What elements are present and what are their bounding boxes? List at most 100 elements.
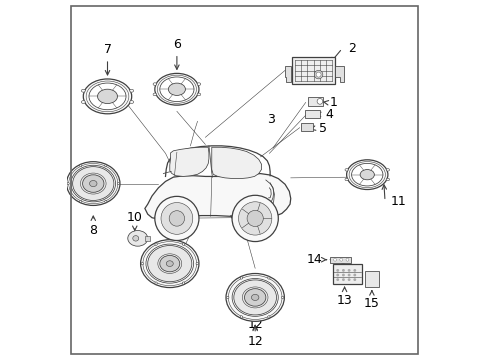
Text: 9: 9 <box>142 257 150 270</box>
Ellipse shape <box>361 174 372 178</box>
Ellipse shape <box>170 89 183 93</box>
Text: 6: 6 <box>173 38 181 51</box>
Ellipse shape <box>87 190 100 193</box>
FancyBboxPatch shape <box>301 123 312 131</box>
Circle shape <box>347 274 350 276</box>
Circle shape <box>155 282 157 284</box>
Ellipse shape <box>133 235 139 241</box>
Circle shape <box>196 262 198 265</box>
Circle shape <box>353 278 355 281</box>
Text: 12: 12 <box>247 336 263 348</box>
Ellipse shape <box>97 89 117 104</box>
Circle shape <box>161 203 192 234</box>
Ellipse shape <box>251 294 258 301</box>
Circle shape <box>353 274 355 276</box>
Ellipse shape <box>168 83 185 95</box>
Ellipse shape <box>153 83 156 85</box>
Ellipse shape <box>160 256 180 272</box>
Circle shape <box>341 274 344 276</box>
Circle shape <box>104 200 107 202</box>
FancyBboxPatch shape <box>329 257 350 263</box>
FancyBboxPatch shape <box>305 110 319 118</box>
Circle shape <box>333 258 336 261</box>
Ellipse shape <box>147 246 191 282</box>
Ellipse shape <box>83 186 102 192</box>
Circle shape <box>347 269 350 272</box>
Ellipse shape <box>346 160 387 189</box>
Ellipse shape <box>82 175 104 192</box>
Ellipse shape <box>245 300 264 305</box>
Circle shape <box>336 269 339 272</box>
Ellipse shape <box>73 167 114 201</box>
Ellipse shape <box>160 77 194 102</box>
Text: 14: 14 <box>305 253 322 266</box>
Text: 7: 7 <box>103 43 111 56</box>
Ellipse shape <box>129 100 133 103</box>
Circle shape <box>267 277 269 279</box>
Text: 13: 13 <box>336 294 352 307</box>
Ellipse shape <box>166 261 173 266</box>
Ellipse shape <box>129 89 133 92</box>
Circle shape <box>281 296 283 298</box>
Circle shape <box>240 316 242 318</box>
Circle shape <box>232 195 278 242</box>
Ellipse shape <box>89 180 97 186</box>
Ellipse shape <box>345 168 347 171</box>
Circle shape <box>141 262 143 265</box>
Text: 11: 11 <box>389 195 406 208</box>
Circle shape <box>226 296 228 298</box>
Circle shape <box>238 202 271 235</box>
Ellipse shape <box>145 244 193 283</box>
Text: 2: 2 <box>347 42 355 55</box>
Circle shape <box>182 282 184 284</box>
Polygon shape <box>211 147 261 179</box>
Ellipse shape <box>225 274 284 321</box>
Ellipse shape <box>163 270 175 273</box>
Circle shape <box>80 165 81 167</box>
Circle shape <box>341 278 344 281</box>
Ellipse shape <box>83 79 131 114</box>
Circle shape <box>315 72 321 77</box>
Ellipse shape <box>345 178 347 181</box>
Circle shape <box>80 200 81 202</box>
Ellipse shape <box>386 168 389 171</box>
Polygon shape <box>169 147 208 176</box>
Ellipse shape <box>351 163 382 186</box>
Text: 5: 5 <box>318 122 326 135</box>
FancyBboxPatch shape <box>332 264 361 284</box>
Ellipse shape <box>89 83 126 110</box>
Circle shape <box>155 196 199 240</box>
Circle shape <box>336 274 339 276</box>
Circle shape <box>155 243 157 245</box>
Circle shape <box>341 269 344 272</box>
Circle shape <box>353 269 355 272</box>
Ellipse shape <box>244 289 265 306</box>
Text: 10: 10 <box>126 211 142 224</box>
Circle shape <box>67 183 69 185</box>
Circle shape <box>182 243 184 245</box>
Circle shape <box>104 165 107 167</box>
Ellipse shape <box>141 240 199 288</box>
Ellipse shape <box>81 89 85 92</box>
Ellipse shape <box>232 279 278 316</box>
Text: 8: 8 <box>89 224 97 237</box>
Ellipse shape <box>127 230 147 246</box>
Circle shape <box>339 258 342 261</box>
Polygon shape <box>334 66 344 82</box>
Ellipse shape <box>66 162 120 206</box>
Polygon shape <box>144 174 290 219</box>
Circle shape <box>316 99 322 104</box>
Text: 4: 4 <box>325 108 333 121</box>
FancyBboxPatch shape <box>292 57 334 84</box>
Circle shape <box>267 316 269 318</box>
Circle shape <box>336 278 339 281</box>
Ellipse shape <box>153 93 156 96</box>
FancyBboxPatch shape <box>365 271 378 287</box>
Ellipse shape <box>81 100 85 103</box>
Text: 3: 3 <box>266 113 274 126</box>
Ellipse shape <box>248 304 261 307</box>
FancyBboxPatch shape <box>307 97 323 105</box>
Circle shape <box>117 183 119 185</box>
Polygon shape <box>285 66 290 82</box>
Polygon shape <box>144 236 149 241</box>
